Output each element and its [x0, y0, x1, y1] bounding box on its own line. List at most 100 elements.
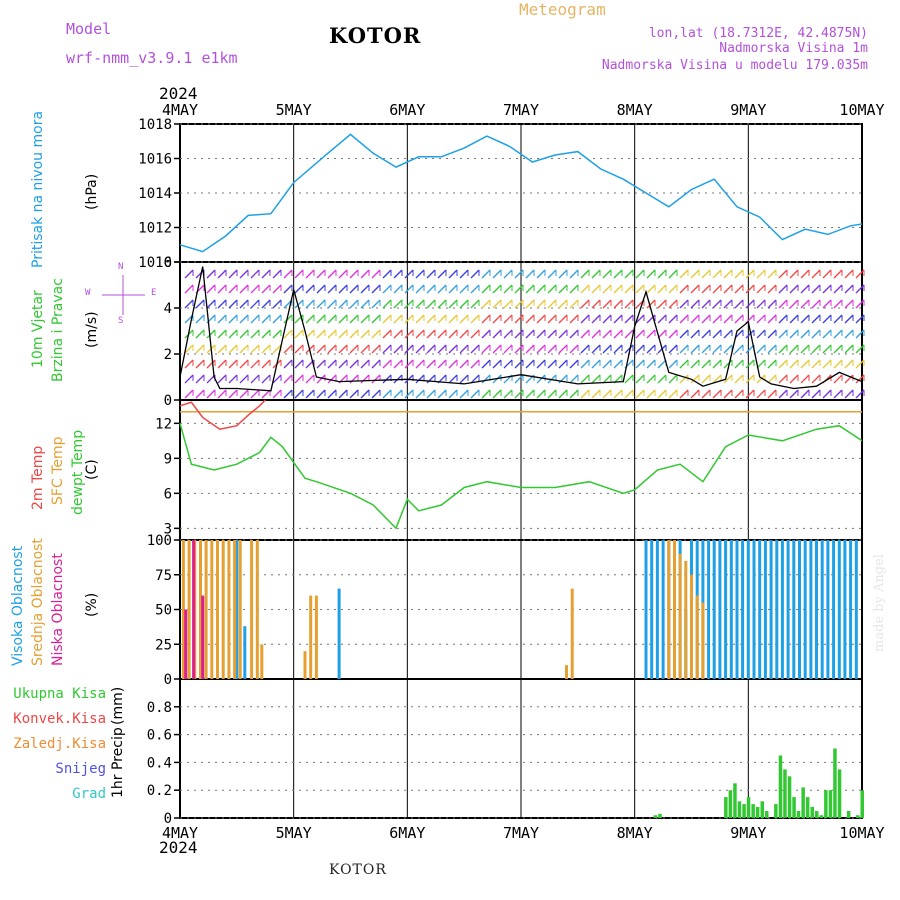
wind-barb [668, 389, 678, 399]
wind-barb [272, 329, 282, 339]
wind-barb [800, 374, 810, 384]
cloud-bar [718, 540, 722, 679]
wind-barb [371, 359, 381, 369]
wind-barb [580, 329, 590, 339]
precip-bar [860, 790, 864, 818]
wind-barb [844, 299, 854, 309]
x-tick-label-bottom: 8MAY [617, 824, 653, 842]
wind-barb [404, 344, 414, 354]
wind-barb [679, 344, 689, 354]
wind-barb [327, 359, 337, 369]
wind-barb [569, 344, 579, 354]
wind-barb [283, 284, 293, 294]
y-tick-label: 3 [164, 521, 172, 537]
wind-barb [426, 374, 436, 384]
wind-barb [250, 359, 260, 369]
wind-barb [217, 284, 227, 294]
wind-barb [470, 374, 480, 384]
wind-barb [382, 314, 392, 324]
precip-bar [658, 813, 662, 818]
wind-barb [206, 329, 216, 339]
wind-barb [580, 344, 590, 354]
y-tick-label: 0 [164, 811, 172, 827]
cloud-bar [303, 651, 307, 679]
wind-barb [547, 329, 557, 339]
wind-barb [547, 344, 557, 354]
wind-barb [415, 344, 425, 354]
wind-barb [778, 374, 788, 384]
x-tick-label-bottom: 4MAY [162, 824, 198, 842]
wind-barb [415, 299, 425, 309]
wind-barb [415, 314, 425, 324]
wind-barb [822, 299, 832, 309]
wind-barb [492, 299, 502, 309]
wind-barb [514, 329, 524, 339]
wind-barb [404, 284, 414, 294]
wind-barb [591, 344, 601, 354]
wind-barb [547, 314, 557, 324]
wind-barb [712, 329, 722, 339]
wind-barb [855, 269, 865, 279]
wind-barb [448, 329, 458, 339]
wind-barb [767, 284, 777, 294]
wind-barb [261, 359, 271, 369]
precip-bar [824, 790, 828, 818]
wind-barb [514, 284, 524, 294]
wind-barb [635, 269, 645, 279]
wind-barb [690, 284, 700, 294]
model-label: Model [66, 20, 112, 38]
wind-barb [404, 329, 414, 339]
wind-barb [778, 389, 788, 399]
wind-barb [184, 374, 194, 384]
y-tick-label: 9 [164, 451, 172, 467]
x-tick-label-bottom: 5MAY [276, 824, 312, 842]
wind-barb [272, 344, 282, 354]
wind-barb [591, 269, 601, 279]
precip-bar [801, 787, 805, 818]
wind-barb [448, 314, 458, 324]
wind-barb [723, 389, 733, 399]
wind-barb [712, 314, 722, 324]
y-tick-label: 0 [164, 672, 172, 688]
wind-barb [261, 284, 271, 294]
wind-barb [778, 344, 788, 354]
wind-barb [855, 344, 865, 354]
wind-barb [646, 374, 656, 384]
wind-barb [305, 299, 315, 309]
series-line [179, 423, 863, 530]
wind-barb [459, 329, 469, 339]
wind-barb [349, 344, 359, 354]
wind-barb [536, 374, 546, 384]
wind-barb [569, 269, 579, 279]
wind-barb [734, 299, 744, 309]
wind-barb [459, 284, 469, 294]
wind-barb [426, 284, 436, 294]
cloud-bar [255, 540, 259, 679]
y-tick-label: 25 [155, 637, 172, 653]
wind-barb [481, 269, 491, 279]
wind-barb [569, 359, 579, 369]
wind-barb [624, 299, 634, 309]
wind-barb [723, 284, 733, 294]
cloud-bar [181, 540, 185, 679]
precip-bar [796, 811, 801, 818]
wind-barb [404, 389, 414, 399]
wind-barb [525, 389, 535, 399]
wind-barb [569, 299, 579, 309]
model-name: wrf-nmm_v3.9.1 e1km [66, 49, 238, 67]
x-tick-label-top: 8MAY [617, 101, 653, 119]
wind-barb [470, 359, 480, 369]
cloud-bar [780, 540, 784, 679]
wind-barb [514, 374, 524, 384]
precip-bar [774, 804, 778, 818]
wind-barb [338, 359, 348, 369]
station-title: KOTOR [329, 23, 422, 48]
wind-barb [745, 299, 755, 309]
wind-barb [635, 284, 645, 294]
wind-barb [217, 359, 227, 369]
wind-barb [679, 284, 689, 294]
series-line [179, 399, 266, 430]
wind-barb [734, 359, 744, 369]
y-tick-label: 1014 [138, 186, 172, 202]
wind-barb [569, 314, 579, 324]
